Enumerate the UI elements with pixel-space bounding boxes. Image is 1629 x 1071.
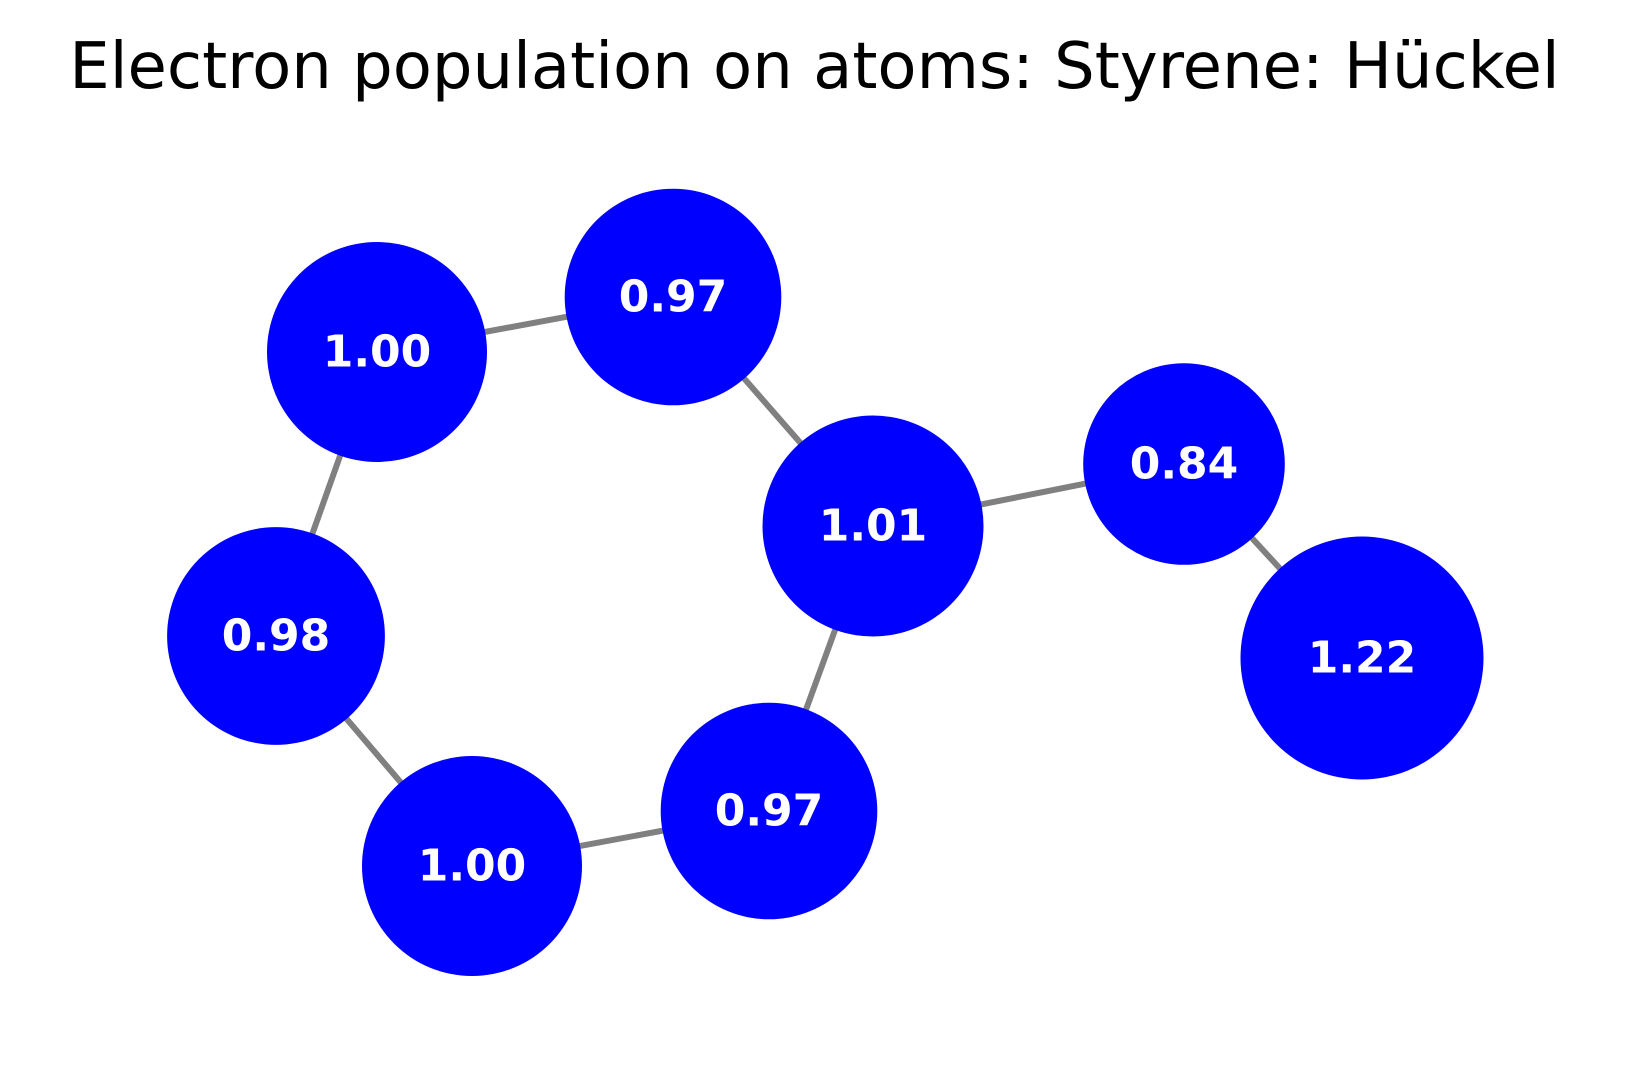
atom-node: 1.00 (362, 756, 582, 976)
atom-circle (564, 188, 782, 406)
atom-circle (1083, 363, 1285, 565)
atom-population-label: 0.97 (619, 272, 728, 323)
atom-node: 0.98 (167, 527, 385, 745)
atom-node: 1.22 (1240, 536, 1484, 780)
figure-title: Electron population on atoms: Styrene: H… (69, 30, 1560, 104)
atom-population-label: 1.00 (323, 327, 432, 378)
atom-circle (1240, 536, 1484, 780)
atom-circle (362, 756, 582, 976)
atoms-layer: 1.00 0.97 1.01 0.97 1.00 0.98 0.84 1.22 (167, 188, 1484, 976)
atom-population-label: 0.84 (1130, 439, 1239, 490)
atom-node: 0.97 (660, 702, 878, 920)
atom-node: 1.01 (762, 415, 984, 637)
atom-circle (267, 242, 487, 462)
atom-circle (762, 415, 984, 637)
atom-population-label: 1.22 (1308, 633, 1417, 684)
atom-population-label: 1.00 (418, 841, 527, 892)
atom-circle (167, 527, 385, 745)
atom-population-label: 1.01 (819, 501, 928, 552)
atom-node: 0.84 (1083, 363, 1285, 565)
atom-circle (660, 702, 878, 920)
atom-node: 1.00 (267, 242, 487, 462)
atom-population-label: 0.98 (222, 611, 331, 662)
atom-population-label: 0.97 (715, 786, 824, 837)
atom-node: 0.97 (564, 188, 782, 406)
